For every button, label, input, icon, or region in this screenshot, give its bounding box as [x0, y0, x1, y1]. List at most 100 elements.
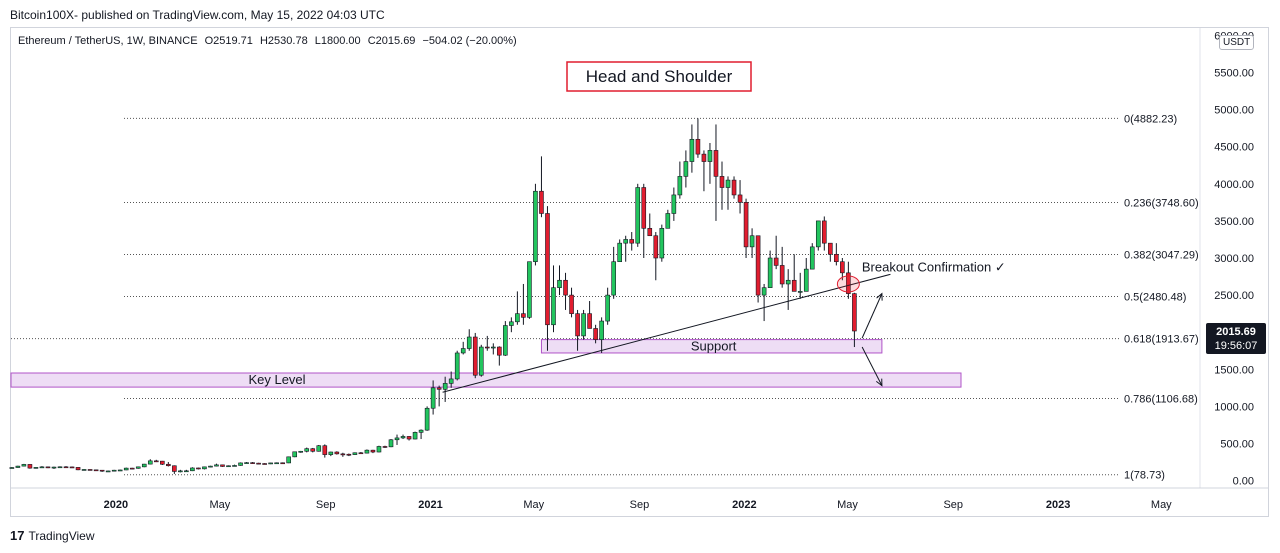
candle-body	[21, 464, 27, 467]
candle-body	[563, 279, 568, 296]
y-tick-label: 5000.00	[1214, 105, 1254, 117]
candle-body	[611, 261, 616, 296]
candle-body	[533, 190, 538, 263]
candle-body	[268, 462, 273, 465]
candle-body	[767, 257, 773, 288]
x-tick-label: May	[523, 499, 544, 511]
candle-body	[105, 470, 111, 473]
candle-body	[779, 265, 785, 285]
candle-body	[382, 446, 388, 448]
symbol-name[interactable]: Ethereum / TetherUS, 1W, BINANCE	[18, 35, 198, 47]
candle-body	[430, 387, 436, 409]
candle-body	[244, 462, 249, 464]
candle-body	[635, 187, 641, 244]
candle-body	[466, 336, 472, 349]
candle-body	[160, 460, 165, 465]
x-tick-label: May	[210, 499, 231, 511]
candle-body	[815, 220, 821, 248]
candle-body	[509, 321, 514, 326]
candle-body	[803, 268, 809, 292]
candle-body	[599, 320, 604, 340]
candle-body	[129, 467, 135, 470]
candle-body	[346, 453, 352, 456]
currency-badge[interactable]: USDT	[1219, 35, 1255, 50]
candle-body	[448, 378, 454, 384]
ohlc-high: H2530.78	[259, 35, 308, 47]
candle-body	[737, 194, 743, 203]
candle-body	[274, 462, 279, 465]
candle-body	[310, 448, 316, 452]
candle-body	[557, 279, 562, 288]
candle-body	[665, 213, 671, 229]
publish-note: Bitcoin100X- published on TradingView.co…	[10, 8, 385, 22]
candle-body	[220, 464, 225, 467]
fib-level-label: 0.5(2480.48)	[1124, 292, 1186, 304]
candle-body	[587, 313, 592, 329]
candle-body	[51, 466, 57, 469]
candle-body	[677, 176, 683, 196]
candle-body	[454, 352, 460, 380]
x-tick-label: 2022	[732, 499, 756, 511]
candle-body	[539, 190, 544, 214]
candle-body	[238, 462, 243, 466]
x-tick-label: May	[837, 499, 858, 511]
tradingview-logo-icon: 17	[10, 528, 25, 543]
x-tick-label: 2021	[418, 499, 442, 511]
candle-body	[834, 253, 839, 263]
candle-body	[659, 228, 665, 259]
candle-body	[232, 465, 237, 467]
candle-body	[497, 346, 502, 356]
candle-body	[208, 465, 213, 468]
x-tick-label: 2020	[104, 499, 128, 511]
candle-body	[376, 446, 382, 453]
candle-body	[99, 469, 105, 472]
y-tick-label: 3500.00	[1214, 216, 1254, 228]
candle-body	[424, 407, 430, 431]
candle-body	[147, 460, 153, 465]
candle-body	[785, 279, 791, 285]
candle-body	[214, 464, 219, 467]
x-tick-label: 2023	[1046, 499, 1070, 511]
neckline-trendline	[442, 273, 891, 393]
footer-brand[interactable]: 17 TradingView	[10, 528, 95, 543]
candle-body	[822, 220, 827, 244]
candle-body	[840, 261, 845, 274]
candle-body	[202, 466, 207, 470]
candle-body	[400, 436, 406, 439]
candle-body	[575, 313, 580, 337]
candle-body	[623, 239, 629, 244]
candle-body	[701, 153, 707, 162]
candle-body	[647, 228, 653, 237]
candle-body	[250, 462, 255, 464]
candle-body	[15, 465, 21, 468]
candle-body	[135, 466, 141, 469]
candle-body	[111, 469, 117, 472]
y-tick-label: 1500.00	[1214, 364, 1254, 376]
candle-body	[334, 451, 340, 455]
candle-body	[521, 313, 526, 318]
candle-body	[27, 464, 33, 469]
candle-body	[743, 202, 749, 248]
candle-body	[226, 465, 231, 468]
fib-level-label: 0(4882.23)	[1124, 113, 1177, 125]
candle-body	[418, 429, 424, 433]
candle-body	[262, 463, 267, 465]
candle-body	[713, 150, 719, 177]
candle-body	[364, 449, 370, 454]
last-price-value: 2015.69	[1216, 326, 1256, 338]
last-price-badge	[1206, 323, 1266, 355]
y-tick-label: 3000.00	[1214, 253, 1254, 265]
candle-body	[569, 294, 574, 314]
y-tick-label: 0.00	[1233, 476, 1254, 488]
candle-body	[478, 346, 484, 376]
ohlc-change: −504.02 (−20.00%)	[422, 35, 517, 47]
candle-body	[460, 348, 466, 354]
projection-arrow	[861, 346, 883, 386]
candle-body	[491, 346, 496, 349]
zone-rect	[10, 372, 962, 388]
candle-body	[81, 469, 87, 471]
candle-body	[190, 467, 195, 472]
candle-body	[761, 287, 767, 296]
last-price-countdown: 19:56:07	[1215, 340, 1258, 352]
